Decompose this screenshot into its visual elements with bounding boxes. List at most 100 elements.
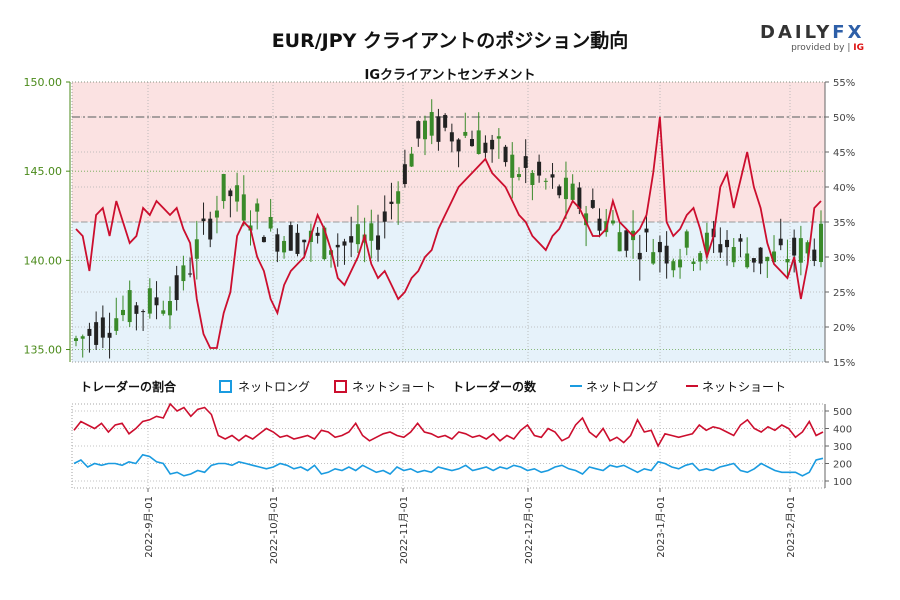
candle-body (610, 220, 615, 224)
candle-body (510, 154, 515, 178)
pct-tick-label: 30% (833, 253, 855, 264)
logo-main-a: DAILY (760, 22, 833, 43)
candle-body (80, 336, 85, 339)
date-tick-label: 2022-9月-01 (143, 496, 155, 558)
candle-body (637, 252, 642, 260)
candle-body (161, 310, 166, 314)
net-short-pct-line (75, 116, 822, 349)
candle-body (671, 261, 676, 271)
candle-body (778, 238, 783, 246)
candle-body (436, 116, 441, 142)
legend-count-title: トレーダーの数 (452, 379, 537, 394)
candle-body (765, 256, 770, 262)
candle-body (725, 239, 730, 248)
date-tick-label: 2022-11月-01 (398, 496, 410, 564)
pct-tick-label: 50% (833, 113, 855, 124)
candle-body (537, 161, 542, 176)
candle-body (597, 218, 602, 231)
candle-body (469, 138, 474, 147)
legend-ratio-long-swatch (219, 380, 232, 393)
candle-body (624, 230, 629, 251)
candle-body (570, 183, 575, 200)
count-panel: 100 200 300 400 500 (71, 402, 852, 489)
candle-body (221, 173, 226, 202)
candle-body (114, 318, 119, 331)
candle-body (483, 142, 488, 153)
candle-body (590, 200, 595, 208)
candle-body (751, 258, 756, 263)
candle-body (302, 239, 307, 243)
candle-body (74, 338, 78, 341)
candle-body (409, 153, 414, 167)
candle-body (194, 239, 199, 259)
date-tick-label: 2023-2月-01 (785, 496, 797, 558)
candle-body (94, 322, 99, 345)
candle-body (644, 228, 649, 233)
candle-body (691, 261, 696, 264)
candle-body (241, 194, 246, 221)
candle-body (785, 259, 790, 263)
candle-body (315, 232, 320, 236)
candle-body (456, 139, 461, 152)
candle-body (295, 232, 300, 254)
candle-body (167, 300, 172, 316)
candle-body (134, 305, 139, 314)
candle-body (127, 290, 132, 323)
candle-body (584, 213, 589, 226)
logo-main-b: FX (832, 22, 865, 43)
candle-body (738, 238, 743, 242)
candle-body (214, 210, 219, 218)
count-axis: 100 200 300 400 500 (824, 404, 852, 488)
date-tick-label: 2022-12月-01 (523, 496, 535, 564)
count-tick-label: 500 (833, 407, 852, 418)
candle-body (812, 249, 817, 261)
candle-body (282, 240, 287, 253)
legend-ratio-short: ネットショート (352, 380, 436, 394)
dailyfx-logo: DAILYFX provided by | IG (760, 22, 865, 53)
logo-provided-by: provided by (791, 43, 845, 53)
date-tick-label: 2022-10月-01 (268, 496, 280, 564)
candle-body (268, 217, 273, 229)
legend-ratio-title: トレーダーの割合 (80, 379, 177, 394)
price-tick-label: 135.00 (24, 344, 63, 357)
candle-body (174, 275, 179, 300)
candle-body (87, 328, 92, 336)
candle-body (718, 244, 723, 253)
pct-tick-label: 45% (833, 148, 855, 159)
candle-body (704, 232, 709, 253)
candle-body (275, 234, 280, 252)
candle-body (261, 236, 266, 243)
count-tick-label: 300 (833, 442, 852, 453)
candle-body (369, 223, 374, 241)
legend-count-short: ネットショート (702, 380, 786, 394)
candle-body (147, 288, 152, 314)
legend-ratio-short-swatch (334, 380, 347, 393)
candle-body (684, 231, 689, 248)
candle-body (389, 201, 394, 204)
candle-body (745, 253, 750, 268)
candle-body (208, 218, 213, 240)
price-axis: 135.00 140.00 145.00 150.00 (24, 76, 71, 362)
candle-body (805, 242, 810, 254)
candle-body (819, 223, 823, 262)
chart-title: EUR/JPY クライアントのポジション動向 (271, 30, 629, 52)
candle-body (463, 131, 468, 136)
candle-body (678, 259, 683, 268)
candle-body (543, 180, 548, 182)
pct-tick-label: 40% (833, 183, 855, 194)
candle-body (577, 187, 582, 209)
pct-tick-label: 15% (833, 358, 855, 369)
candle-body (563, 177, 568, 200)
candle-body (396, 191, 401, 204)
count-tick-label: 400 (833, 425, 852, 436)
candle-body (335, 244, 340, 248)
candle-body (550, 174, 555, 178)
candle-body (228, 190, 233, 197)
main-panel: 135.00 140.00 145.00 150.00 15% 20% 25% 30% 35%… (24, 76, 856, 369)
date-tick-label: 2023-1月-01 (655, 496, 667, 558)
candle-body (349, 236, 354, 243)
chart-subtitle: IGクライアントセンチメント (364, 68, 536, 83)
price-tick-label: 150.00 (24, 76, 63, 89)
candle-body (154, 297, 159, 306)
legend-ratio-long: ネットロング (238, 380, 310, 394)
